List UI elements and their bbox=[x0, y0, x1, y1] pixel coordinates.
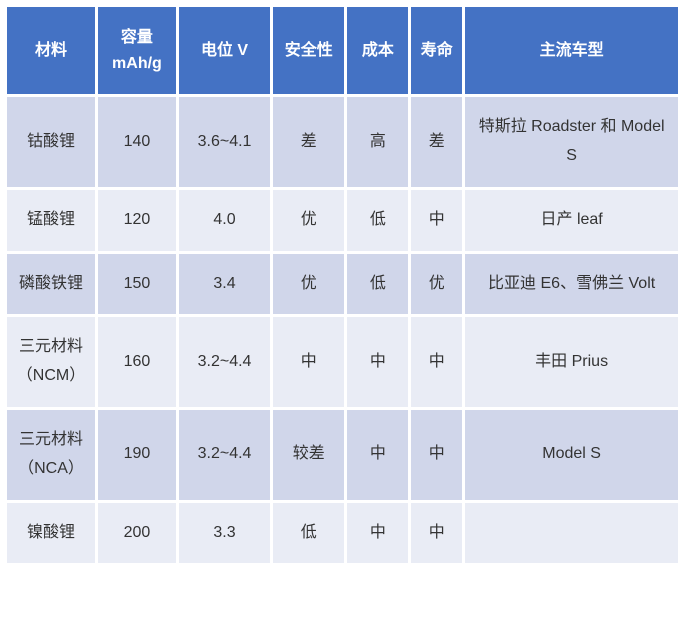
cell-capacity: 150 bbox=[96, 252, 177, 316]
cell-life: 中 bbox=[410, 501, 464, 565]
cell-safety: 优 bbox=[272, 252, 346, 316]
header-safety: 安全性 bbox=[272, 6, 346, 96]
cell-vehicle bbox=[464, 501, 680, 565]
cell-capacity: 200 bbox=[96, 501, 177, 565]
header-voltage: 电位 V bbox=[177, 6, 271, 96]
cell-voltage: 3.3 bbox=[177, 501, 271, 565]
cell-material: 钴酸锂 bbox=[6, 96, 97, 189]
cell-life: 中 bbox=[410, 316, 464, 409]
cell-vehicle: 日产 leaf bbox=[464, 188, 680, 252]
header-capacity: 容量 mAh/g bbox=[96, 6, 177, 96]
cell-cost: 中 bbox=[346, 408, 410, 501]
cell-capacity: 160 bbox=[96, 316, 177, 409]
cell-capacity: 120 bbox=[96, 188, 177, 252]
cell-life: 差 bbox=[410, 96, 464, 189]
cell-life: 中 bbox=[410, 188, 464, 252]
table-row: 钴酸锂 140 3.6~4.1 差 高 差 特斯拉 Roadster 和 Mod… bbox=[6, 96, 680, 189]
table-row: 三元材料（NCM） 160 3.2~4.4 中 中 中 丰田 Prius bbox=[6, 316, 680, 409]
cell-cost: 中 bbox=[346, 316, 410, 409]
cell-life: 中 bbox=[410, 408, 464, 501]
header-life: 寿命 bbox=[410, 6, 464, 96]
cell-capacity: 190 bbox=[96, 408, 177, 501]
table-header-row: 材料 容量 mAh/g 电位 V 安全性 成本 寿命 主流车型 bbox=[6, 6, 680, 96]
cell-voltage: 3.4 bbox=[177, 252, 271, 316]
cell-safety: 较差 bbox=[272, 408, 346, 501]
table-row: 镍酸锂 200 3.3 低 中 中 bbox=[6, 501, 680, 565]
cell-material: 锰酸锂 bbox=[6, 188, 97, 252]
cell-vehicle: 比亚迪 E6、雪佛兰 Volt bbox=[464, 252, 680, 316]
table-row: 锰酸锂 120 4.0 优 低 中 日产 leaf bbox=[6, 188, 680, 252]
table-row: 磷酸铁锂 150 3.4 优 低 优 比亚迪 E6、雪佛兰 Volt bbox=[6, 252, 680, 316]
cell-material: 三元材料（NCM） bbox=[6, 316, 97, 409]
cell-vehicle: Model S bbox=[464, 408, 680, 501]
cell-material: 三元材料（NCA） bbox=[6, 408, 97, 501]
cell-vehicle: 丰田 Prius bbox=[464, 316, 680, 409]
cell-voltage: 3.6~4.1 bbox=[177, 96, 271, 189]
cell-vehicle: 特斯拉 Roadster 和 Model S bbox=[464, 96, 680, 189]
cell-safety: 优 bbox=[272, 188, 346, 252]
table-body: 钴酸锂 140 3.6~4.1 差 高 差 特斯拉 Roadster 和 Mod… bbox=[6, 96, 680, 565]
battery-materials-table: 材料 容量 mAh/g 电位 V 安全性 成本 寿命 主流车型 钴酸锂 140 … bbox=[4, 4, 681, 566]
cell-capacity: 140 bbox=[96, 96, 177, 189]
table-row: 三元材料（NCA） 190 3.2~4.4 较差 中 中 Model S bbox=[6, 408, 680, 501]
cell-life: 优 bbox=[410, 252, 464, 316]
cell-material: 镍酸锂 bbox=[6, 501, 97, 565]
cell-material: 磷酸铁锂 bbox=[6, 252, 97, 316]
cell-voltage: 3.2~4.4 bbox=[177, 316, 271, 409]
cell-safety: 中 bbox=[272, 316, 346, 409]
cell-safety: 差 bbox=[272, 96, 346, 189]
cell-cost: 低 bbox=[346, 252, 410, 316]
cell-voltage: 4.0 bbox=[177, 188, 271, 252]
header-cost: 成本 bbox=[346, 6, 410, 96]
cell-cost: 高 bbox=[346, 96, 410, 189]
cell-voltage: 3.2~4.4 bbox=[177, 408, 271, 501]
cell-safety: 低 bbox=[272, 501, 346, 565]
header-material: 材料 bbox=[6, 6, 97, 96]
cell-cost: 中 bbox=[346, 501, 410, 565]
header-vehicle: 主流车型 bbox=[464, 6, 680, 96]
cell-cost: 低 bbox=[346, 188, 410, 252]
